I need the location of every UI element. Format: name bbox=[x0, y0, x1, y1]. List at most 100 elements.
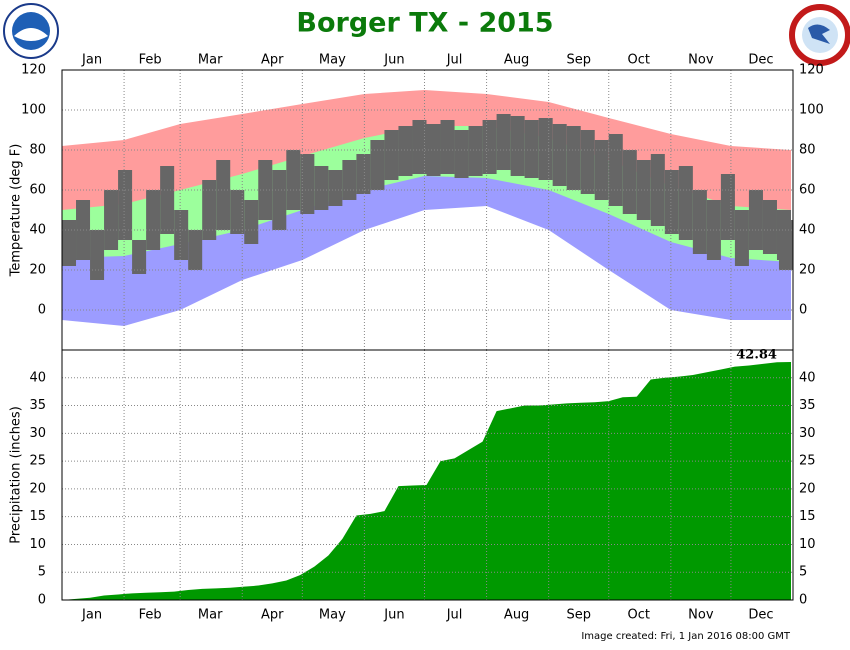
daily-range-bar bbox=[90, 230, 105, 280]
daily-range-bar bbox=[160, 166, 175, 234]
y-axis-label: Temperature (deg F) bbox=[9, 144, 24, 278]
y-tick-label: 10 bbox=[29, 537, 46, 552]
daily-range-bar bbox=[132, 240, 147, 274]
x-tick-label: Jan bbox=[81, 53, 102, 68]
daily-range-bar bbox=[622, 150, 637, 214]
x-tick-label: Jun bbox=[383, 608, 404, 623]
x-tick-label: Jul bbox=[446, 608, 463, 623]
y-tick-label-right: 40 bbox=[799, 370, 816, 385]
y-tick-label: 40 bbox=[29, 370, 46, 385]
daily-range-bar bbox=[314, 166, 329, 210]
daily-range-bar bbox=[342, 160, 357, 200]
y-tick-label: 35 bbox=[29, 398, 46, 413]
y-tick-label-right: 0 bbox=[799, 303, 807, 318]
daily-range-bar bbox=[510, 116, 525, 176]
y-tick-label: 25 bbox=[29, 454, 46, 469]
daily-range-bar bbox=[678, 166, 693, 240]
y-tick-label: 60 bbox=[29, 183, 46, 198]
daily-range-bar bbox=[580, 130, 595, 194]
x-tick-label: Jan bbox=[81, 608, 102, 623]
daily-range-bar bbox=[692, 190, 707, 254]
y-tick-label-right: 60 bbox=[799, 183, 816, 198]
y-tick-label: 20 bbox=[29, 481, 46, 496]
y-tick-label: 80 bbox=[29, 143, 46, 158]
y-tick-label: 40 bbox=[29, 223, 46, 238]
y-tick-label: 100 bbox=[21, 103, 46, 118]
y-tick-label: 5 bbox=[38, 565, 46, 580]
x-tick-label: Sep bbox=[566, 608, 591, 623]
y-axis-label: Precipitation (inches) bbox=[9, 406, 24, 544]
daily-range-bar bbox=[594, 140, 609, 200]
daily-range-bar bbox=[524, 120, 539, 178]
x-tick-label: Feb bbox=[139, 53, 162, 68]
y-tick-label-right: 30 bbox=[799, 426, 816, 441]
daily-range-bar bbox=[482, 120, 497, 174]
x-tick-label: Jun bbox=[383, 53, 404, 68]
plot-frame bbox=[61, 349, 794, 601]
y-tick-label: 0 bbox=[38, 303, 46, 318]
x-tick-label: Aug bbox=[504, 608, 529, 623]
daily-range-bar bbox=[650, 154, 665, 226]
y-tick-label-right: 20 bbox=[799, 263, 816, 278]
daily-range-bar bbox=[468, 126, 483, 176]
x-tick-label: Aug bbox=[504, 53, 529, 68]
daily-range-bar bbox=[230, 190, 245, 234]
daily-range-bar bbox=[426, 124, 441, 176]
y-tick-label-right: 80 bbox=[799, 143, 816, 158]
y-tick-label-right: 25 bbox=[799, 454, 816, 469]
y-tick-label-right: 0 bbox=[799, 593, 807, 608]
x-tick-label: Oct bbox=[628, 53, 650, 68]
nws-logo bbox=[789, 4, 850, 66]
y-tick-label-right: 5 bbox=[799, 565, 807, 580]
daily-range-bar bbox=[300, 154, 315, 214]
daily-range-bar bbox=[748, 190, 763, 250]
footer: Image created: Fri, 1 Jan 2016 08:00 GMT bbox=[581, 631, 791, 642]
daily-range-bar bbox=[720, 174, 735, 240]
y-tick-label: 20 bbox=[29, 263, 46, 278]
chart-title: Borger TX - 2015 bbox=[296, 8, 553, 39]
y-tick-label: 30 bbox=[29, 426, 46, 441]
daily-range-bar bbox=[440, 120, 455, 174]
x-tick-label: Feb bbox=[139, 608, 162, 623]
y-tick-label-right: 35 bbox=[799, 398, 816, 413]
y-tick-label: 120 bbox=[21, 63, 46, 78]
x-tick-label: Jul bbox=[446, 53, 463, 68]
y-tick-label-right: 120 bbox=[799, 63, 824, 78]
daily-range-bar bbox=[174, 210, 189, 260]
x-tick-label: Nov bbox=[688, 608, 714, 623]
daily-range-bar bbox=[552, 124, 567, 186]
daily-range-bar bbox=[398, 126, 413, 176]
daily-range-bar bbox=[202, 180, 217, 240]
data-label: 42.84 bbox=[736, 348, 777, 363]
x-tick-label: Sep bbox=[566, 53, 591, 68]
y-tick-label-right: 100 bbox=[799, 103, 824, 118]
daily-range-bar bbox=[244, 200, 259, 244]
daily-range-bar bbox=[566, 126, 581, 190]
daily-range-bar bbox=[216, 160, 231, 230]
x-tick-label: Oct bbox=[628, 608, 650, 623]
daily-range-bar bbox=[608, 134, 623, 206]
y-tick-label-right: 40 bbox=[799, 223, 816, 238]
x-tick-label: Dec bbox=[748, 608, 773, 623]
daily-range-bar bbox=[188, 230, 203, 270]
daily-range-bar bbox=[454, 130, 469, 178]
daily-range-bar bbox=[258, 160, 273, 220]
x-tick-label: Apr bbox=[261, 53, 284, 68]
daily-range-bar bbox=[328, 170, 343, 206]
x-tick-label: May bbox=[319, 608, 346, 623]
daily-range-bar bbox=[118, 170, 133, 240]
daily-range-bar bbox=[496, 114, 511, 170]
x-tick-label: Nov bbox=[688, 53, 714, 68]
x-tick-label: May bbox=[319, 53, 346, 68]
daily-range-bar bbox=[778, 220, 793, 270]
daily-range-bar bbox=[412, 120, 427, 174]
y-tick-label: 15 bbox=[29, 509, 46, 524]
x-tick-label: Mar bbox=[198, 608, 223, 623]
daily-range-bar bbox=[664, 170, 679, 234]
precip-area bbox=[62, 362, 791, 600]
y-tick-label-right: 20 bbox=[799, 481, 816, 496]
daily-range-bar bbox=[272, 170, 287, 230]
daily-range-bar bbox=[384, 130, 399, 180]
daily-range-bar bbox=[62, 220, 77, 266]
